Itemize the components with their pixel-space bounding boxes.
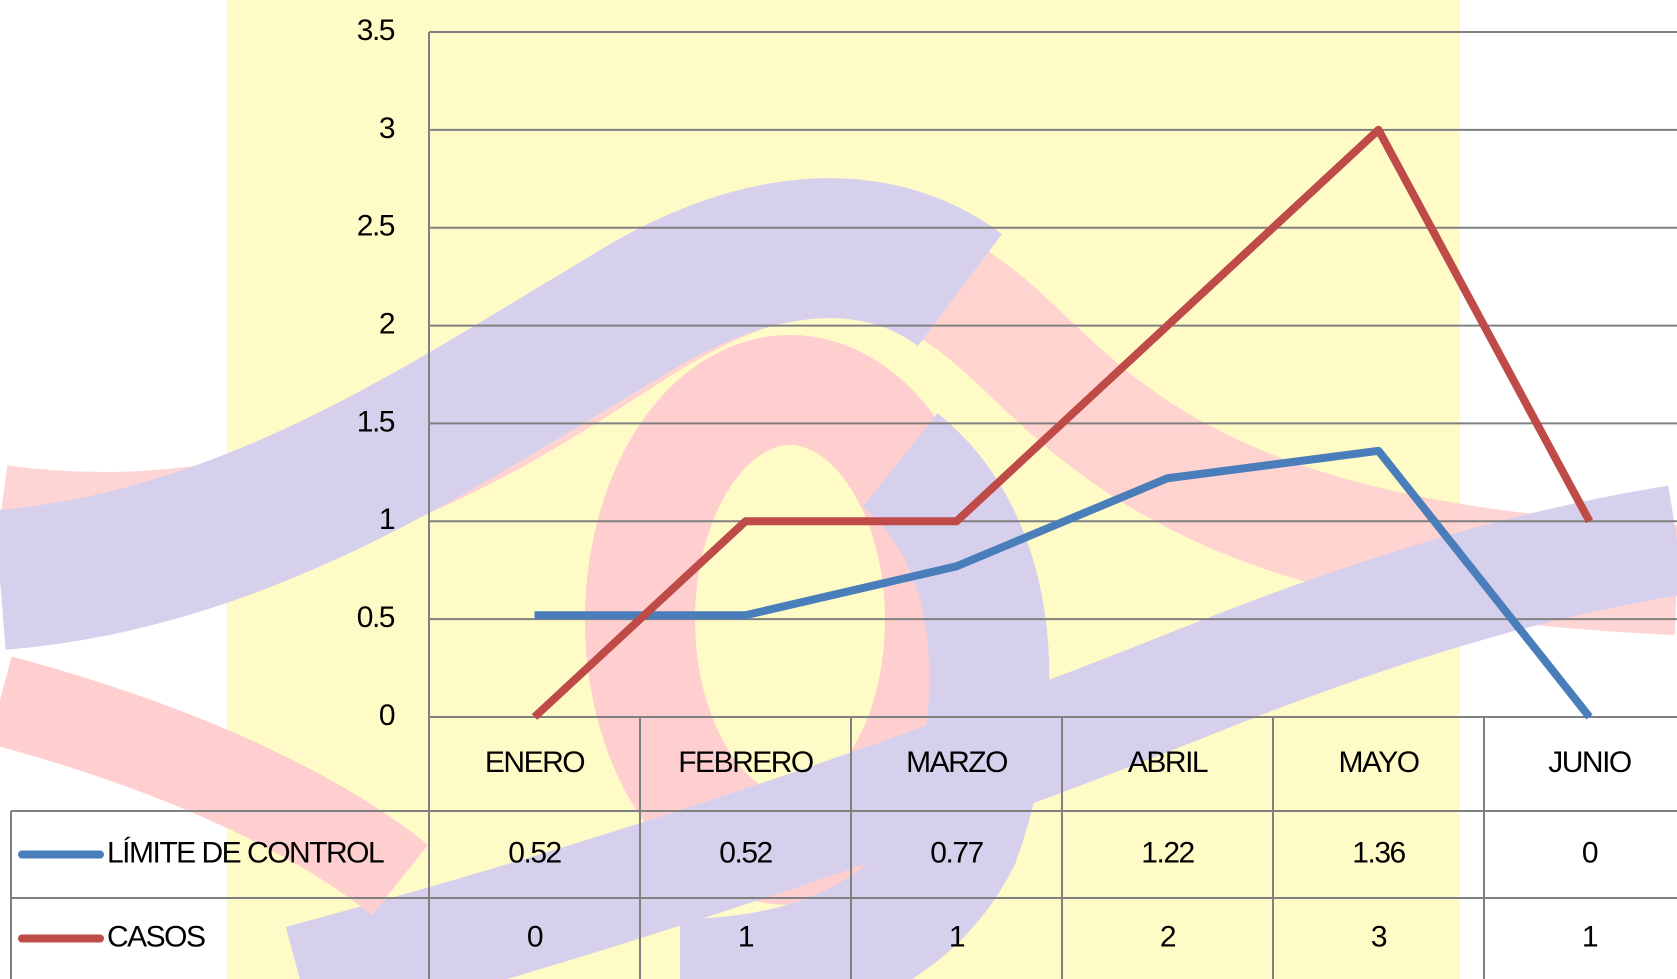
y-tick-label: 1.5 — [357, 405, 395, 438]
x-tick-label: FEBRERO — [678, 746, 813, 779]
y-tick-label: 2 — [379, 307, 395, 340]
table-value: 2 — [1160, 920, 1176, 953]
table-value: 1 — [738, 920, 754, 953]
y-tick-label: 3 — [379, 112, 395, 145]
table-value: 0 — [527, 920, 543, 953]
table-value: 1 — [1582, 920, 1598, 953]
table-value: 1 — [949, 920, 965, 953]
x-tick-label: JUNIO — [1548, 746, 1631, 779]
x-tick-label: MARZO — [906, 746, 1007, 779]
x-tick-label: ABRIL — [1128, 746, 1208, 779]
y-tick-label: 0.5 — [357, 601, 395, 634]
y-tick-label: 1 — [379, 503, 395, 536]
y-tick-label: 0 — [379, 699, 395, 732]
table-value: 1.22 — [1141, 836, 1194, 869]
background-decoration — [0, 0, 1677, 979]
y-tick-label: 3.5 — [357, 14, 395, 47]
x-tick-label: ENERO — [485, 746, 584, 779]
legend-label: LÍMITE DE CONTROL — [107, 836, 384, 869]
table-value: 3 — [1371, 920, 1387, 953]
legend-label: CASOS — [107, 920, 205, 953]
x-tick-label: MAYO — [1338, 746, 1418, 779]
table-value: 0.77 — [930, 836, 983, 869]
table-value: 1.36 — [1352, 836, 1405, 869]
table-value: 0.52 — [719, 836, 772, 869]
table-value: 0.52 — [508, 836, 561, 869]
y-tick-label: 2.5 — [357, 210, 395, 243]
table-value: 0 — [1582, 836, 1598, 869]
chart: 0 0.5 1 1.5 2 2.5 3 3.5 ENERO FEBRERO MARZO ABRIL MA… — [0, 0, 1677, 979]
